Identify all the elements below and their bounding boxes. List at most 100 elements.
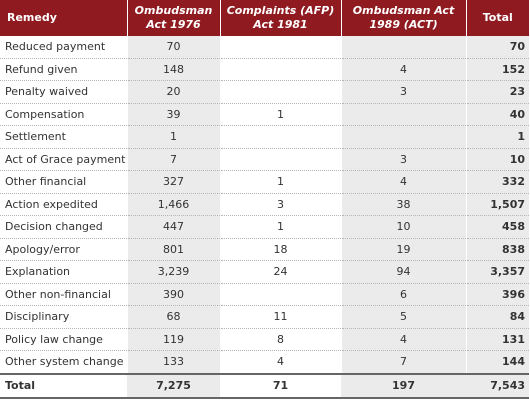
ombudsman-act-1989-act-cell — [341, 103, 467, 126]
table-row: Other system change 133 4 7 144 — [0, 350, 529, 374]
table-header: Remedy Ombudsman Act 1976 Complaints (AF… — [0, 0, 529, 36]
ombudsman-act-1989-act-cell: 6 — [341, 283, 467, 306]
ombudsman-act-1989-act-cell: 3 — [341, 80, 467, 104]
total-cell: 1 — [466, 125, 529, 149]
total-label: Total — [0, 372, 127, 399]
table-row: Other non-financial 390 6 396 — [0, 283, 529, 306]
complaints-afp-act-1981-cell — [220, 58, 342, 81]
complaints-afp-act-1981-cell — [220, 36, 342, 59]
ombudsman-act-1976-cell: 20 — [127, 80, 221, 104]
ombudsman-act-1976-cell: 133 — [127, 350, 221, 374]
remedy-cell: Other non-financial — [0, 283, 128, 306]
remedy-cell: Decision changed — [0, 215, 128, 239]
ombudsman-act-1976-cell: 447 — [127, 215, 221, 239]
total-cell: 152 — [466, 58, 529, 81]
total-cell: 144 — [466, 350, 529, 374]
table-row: Compensation 39 1 40 — [0, 103, 529, 126]
ombudsman-act-1976-cell: 390 — [127, 283, 221, 306]
complaints-afp-act-1981-cell: 11 — [220, 305, 342, 329]
ombudsman-act-1989-act-cell — [341, 125, 467, 149]
total-cell: 131 — [466, 328, 529, 351]
complaints-afp-act-1981-cell — [220, 148, 342, 171]
header-line: 1989 (ACT) — [369, 18, 438, 31]
header-line: Ombudsman Act — [352, 4, 455, 17]
complaints-afp-act-1981-cell — [220, 80, 342, 104]
table-footer: Total 7,275 71 197 7,543 — [0, 372, 529, 399]
table-row: Disciplinary 68 11 5 84 — [0, 305, 529, 329]
table-row: Act of Grace payment 7 3 10 — [0, 148, 529, 171]
remedy-cell: Disciplinary — [0, 305, 128, 329]
total-cell: 838 — [466, 238, 529, 261]
table-row: Decision changed 447 1 10 458 — [0, 215, 529, 239]
table-row: Penalty waived 20 3 23 — [0, 80, 529, 104]
complaints-afp-act-1981-cell: 3 — [220, 193, 342, 216]
remedy-cell: Action expedited — [0, 193, 128, 216]
total-cell: 70 — [466, 36, 529, 59]
complaints-afp-act-1981-cell — [220, 125, 342, 149]
header-complaints-afp-act-1981: Complaints (AFP) Act 1981 — [220, 0, 342, 36]
header-line: Act 1976 — [146, 18, 201, 31]
ombudsman-act-1976-cell: 3,239 — [127, 260, 221, 284]
complaints-afp-act-1981-cell: 1 — [220, 170, 342, 194]
ombudsman-act-1976-cell: 1 — [127, 125, 221, 149]
complaints-afp-act-1981-cell — [220, 283, 342, 306]
total-cell: 10 — [466, 148, 529, 171]
table-body: Reduced payment 70 70 Refund given 148 4 152 Pe… — [0, 36, 529, 374]
ombudsman-act-1976-cell: 39 — [127, 103, 221, 126]
table-row: Refund given 148 4 152 — [0, 58, 529, 81]
total-complaints-afp-act-1981: 71 — [220, 372, 341, 399]
ombudsman-act-1976-cell: 119 — [127, 328, 221, 351]
total-ombudsman-act-1989-act: 197 — [341, 372, 466, 399]
table-row: Reduced payment 70 70 — [0, 36, 529, 59]
ombudsman-act-1976-cell: 68 — [127, 305, 221, 329]
ombudsman-act-1989-act-cell: 38 — [341, 193, 467, 216]
header-ombudsman-act-1989-act: Ombudsman Act 1989 (ACT) — [341, 0, 467, 36]
ombudsman-act-1989-act-cell: 4 — [341, 328, 467, 351]
table-row: Settlement 1 1 — [0, 125, 529, 149]
complaints-afp-act-1981-cell: 1 — [220, 215, 342, 239]
total-cell: 40 — [466, 103, 529, 126]
table-row: Explanation 3,239 24 94 3,357 — [0, 260, 529, 284]
complaints-afp-act-1981-cell: 24 — [220, 260, 342, 284]
table-row: Apology/error 801 18 19 838 — [0, 238, 529, 261]
remedy-cell: Penalty waived — [0, 80, 128, 104]
total-cell: 23 — [466, 80, 529, 104]
header-ombudsman-act-1976: Ombudsman Act 1976 — [127, 0, 221, 36]
total-cell: 1,507 — [466, 193, 529, 216]
header-total: Total — [466, 0, 529, 36]
remedy-cell: Reduced payment — [0, 36, 128, 59]
remedy-cell: Other financial — [0, 170, 128, 194]
ombudsman-act-1976-cell: 148 — [127, 58, 221, 81]
remedy-cell: Settlement — [0, 125, 128, 149]
total-ombudsman-act-1976: 7,275 — [127, 372, 220, 399]
total-row: Total 7,275 71 197 7,543 — [0, 372, 529, 399]
header-remedy: Remedy — [0, 0, 128, 36]
complaints-afp-act-1981-cell: 18 — [220, 238, 342, 261]
ombudsman-act-1989-act-cell: 5 — [341, 305, 467, 329]
ombudsman-act-1976-cell: 1,466 — [127, 193, 221, 216]
ombudsman-act-1976-cell: 70 — [127, 36, 221, 59]
table-row: Other financial 327 1 4 332 — [0, 170, 529, 194]
header-line: Complaints (AFP) — [226, 4, 335, 17]
ombudsman-act-1989-act-cell: 7 — [341, 350, 467, 374]
ombudsman-act-1976-cell: 7 — [127, 148, 221, 171]
remedy-cell: Apology/error — [0, 238, 128, 261]
table-row: Action expedited 1,466 3 38 1,507 — [0, 193, 529, 216]
ombudsman-act-1989-act-cell: 4 — [341, 170, 467, 194]
ombudsman-act-1976-cell: 801 — [127, 238, 221, 261]
remedy-cell: Act of Grace payment — [0, 148, 128, 171]
ombudsman-act-1989-act-cell: 3 — [341, 148, 467, 171]
complaints-afp-act-1981-cell: 4 — [220, 350, 342, 374]
table-row: Policy law change 119 8 4 131 — [0, 328, 529, 351]
ombudsman-act-1989-act-cell: 94 — [341, 260, 467, 284]
grand-total: 7,543 — [466, 372, 529, 399]
remedy-cell: Policy law change — [0, 328, 128, 351]
ombudsman-act-1989-act-cell — [341, 36, 467, 59]
total-cell: 458 — [466, 215, 529, 239]
header-line: Act 1981 — [253, 18, 308, 31]
remedy-cell: Compensation — [0, 103, 128, 126]
remedy-cell: Other system change — [0, 350, 128, 374]
complaints-afp-act-1981-cell: 1 — [220, 103, 342, 126]
total-cell: 332 — [466, 170, 529, 194]
